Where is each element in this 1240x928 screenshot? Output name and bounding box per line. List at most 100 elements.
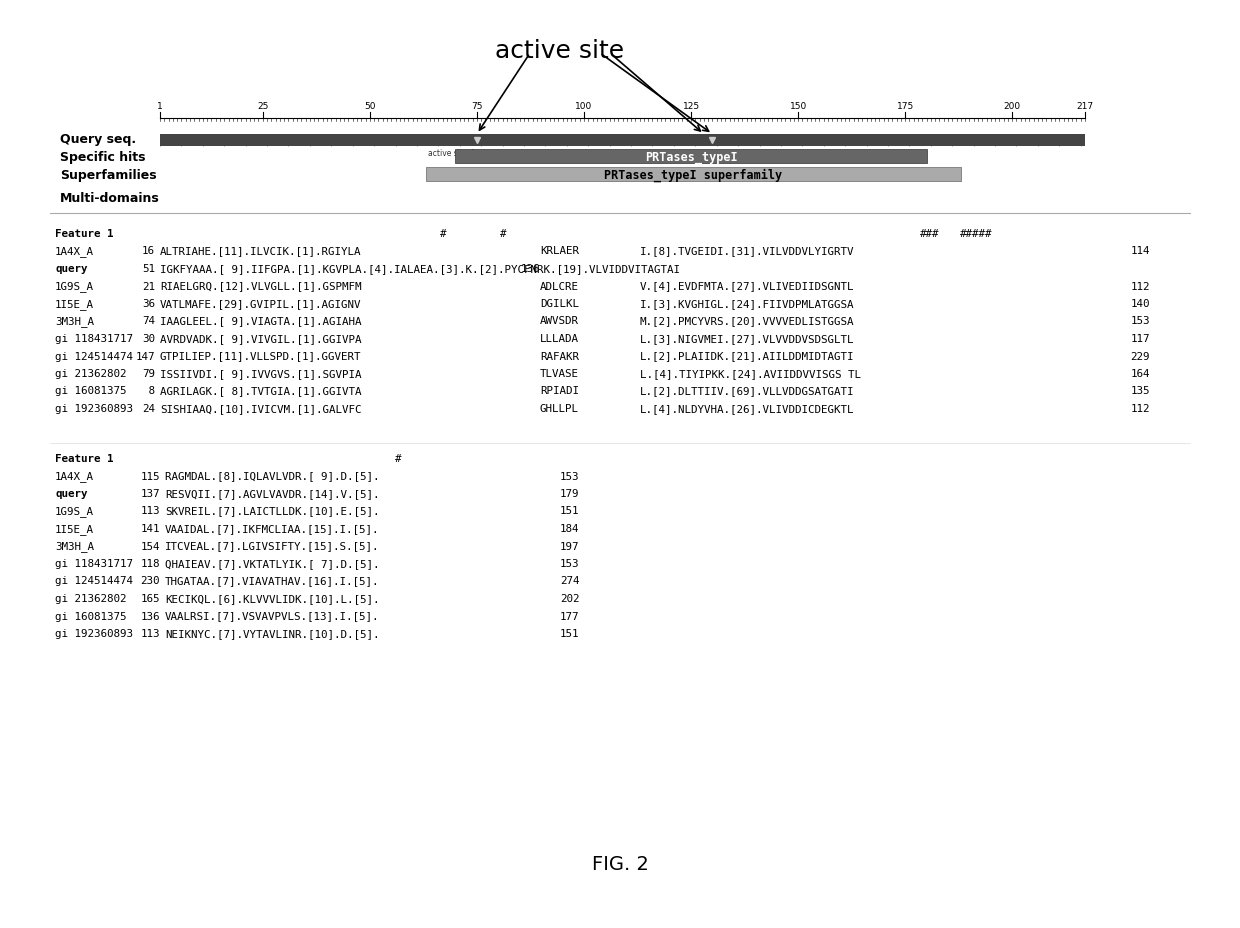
Text: I.[8].TVGEIDI.[31].VILVDDVLYIGRTV: I.[8].TVGEIDI.[31].VILVDDVLYIGRTV (640, 246, 854, 256)
Text: 1A4X_A: 1A4X_A (55, 246, 94, 257)
Text: #: # (440, 229, 446, 238)
Text: 1A4X_A: 1A4X_A (55, 471, 94, 482)
Text: gi 124514474: gi 124514474 (55, 351, 133, 361)
Text: #: # (396, 454, 402, 463)
Text: #: # (500, 229, 506, 238)
Text: VAAIDAL.[7].IKFMCLIAA.[15].I.[5].: VAAIDAL.[7].IKFMCLIAA.[15].I.[5]. (165, 523, 379, 534)
Text: 25: 25 (257, 102, 269, 110)
Text: 177: 177 (560, 611, 579, 621)
Text: gi 192360893: gi 192360893 (55, 404, 133, 414)
Text: 51: 51 (143, 264, 155, 274)
Text: I.[3].KVGHIGL.[24].FIIVDPMLATGGSA: I.[3].KVGHIGL.[24].FIIVDPMLATGGSA (640, 299, 854, 309)
Text: 79: 79 (143, 368, 155, 379)
Text: query: query (55, 488, 88, 498)
Text: 179: 179 (560, 488, 579, 498)
Text: 140: 140 (1131, 299, 1149, 309)
Text: 30: 30 (143, 334, 155, 343)
Text: THGATAA.[7].VIAVATHAV.[16].I.[5].: THGATAA.[7].VIAVATHAV.[16].I.[5]. (165, 576, 379, 586)
Text: 100: 100 (575, 102, 593, 110)
Text: gi 192360893: gi 192360893 (55, 628, 133, 638)
Text: gi 118431717: gi 118431717 (55, 559, 133, 568)
Text: Multi-domains: Multi-domains (60, 192, 160, 205)
Text: 229: 229 (1131, 351, 1149, 361)
Text: 113: 113 (140, 628, 160, 638)
Text: VAALRSI.[7].VSVAVPVLS.[13].I.[5].: VAALRSI.[7].VSVAVPVLS.[13].I.[5]. (165, 611, 379, 621)
Text: ###: ### (920, 229, 940, 238)
Text: gi 21362802: gi 21362802 (55, 368, 126, 379)
Text: 151: 151 (560, 506, 579, 516)
FancyBboxPatch shape (425, 168, 961, 182)
Text: AGRILAGK.[ 8].TVTGIA.[1].GGIVTA: AGRILAGK.[ 8].TVTGIA.[1].GGIVTA (160, 386, 362, 396)
Text: NEIKNYC.[7].VYTAVLINR.[10].D.[5].: NEIKNYC.[7].VYTAVLINR.[10].D.[5]. (165, 628, 379, 638)
Text: ALTRIAHE.[11].ILVCIK.[1].RGIYLA: ALTRIAHE.[11].ILVCIK.[1].RGIYLA (160, 246, 362, 256)
Text: Superfamilies: Superfamilies (60, 168, 156, 181)
Text: active site: active site (496, 39, 625, 63)
Text: 112: 112 (1131, 404, 1149, 414)
Text: ADLCRE: ADLCRE (539, 281, 579, 291)
Text: 153: 153 (560, 471, 579, 481)
Text: 115: 115 (140, 471, 160, 481)
Text: ISSIIVDI.[ 9].IVVGVS.[1].SGVPIA: ISSIIVDI.[ 9].IVVGVS.[1].SGVPIA (160, 368, 362, 379)
Text: Specific hits: Specific hits (60, 150, 145, 163)
Text: gi 16081375: gi 16081375 (55, 611, 126, 621)
Text: 1I5E_A: 1I5E_A (55, 299, 94, 310)
Text: DGILKL: DGILKL (539, 299, 579, 309)
Text: RPIADI: RPIADI (539, 386, 579, 396)
Text: FIG. 2: FIG. 2 (591, 854, 649, 873)
Text: 151: 151 (560, 628, 579, 638)
Text: 118: 118 (140, 559, 160, 568)
Text: 202: 202 (560, 593, 579, 603)
Text: LLLADA: LLLADA (539, 334, 579, 343)
Text: V.[4].EVDFMTA.[27].VLIVEDIIDSGNTL: V.[4].EVDFMTA.[27].VLIVEDIIDSGNTL (640, 281, 854, 291)
Text: 1G9S_A: 1G9S_A (55, 506, 94, 517)
Text: gi 118431717: gi 118431717 (55, 334, 133, 343)
Text: L.[4].NLDYVHA.[26].VLIVDDICDEGKTL: L.[4].NLDYVHA.[26].VLIVDDICDEGKTL (640, 404, 854, 414)
Text: PRTases_typeI superfamily: PRTases_typeI superfamily (604, 168, 782, 182)
Text: RAGMDAL.[8].IQLAVLVDR.[ 9].D.[5].: RAGMDAL.[8].IQLAVLVDR.[ 9].D.[5]. (165, 471, 379, 481)
Text: IAAGLEEL.[ 9].VIAGTA.[1].AGIAHA: IAAGLEEL.[ 9].VIAGTA.[1].AGIAHA (160, 316, 362, 326)
Text: 153: 153 (1131, 316, 1149, 326)
FancyBboxPatch shape (160, 135, 1085, 147)
Text: 1I5E_A: 1I5E_A (55, 523, 94, 535)
Text: query: query (55, 264, 88, 274)
Text: 274: 274 (560, 576, 579, 586)
Text: 3M3H_A: 3M3H_A (55, 541, 94, 552)
Text: GHLLPL: GHLLPL (539, 404, 579, 414)
Text: Feature 1: Feature 1 (55, 454, 114, 463)
Text: gi 16081375: gi 16081375 (55, 386, 126, 396)
Text: 136: 136 (521, 264, 539, 274)
Text: 175: 175 (897, 102, 914, 110)
Text: 8: 8 (143, 386, 155, 396)
Text: L.[2].DLTTIIV.[69].VLLVDDGSATGATI: L.[2].DLTTIIV.[69].VLLVDDGSATGATI (640, 386, 854, 396)
Text: QHAIEAV.[7].VKTATLYIK.[ 7].D.[5].: QHAIEAV.[7].VKTATLYIK.[ 7].D.[5]. (165, 559, 379, 568)
Text: Feature 1: Feature 1 (55, 229, 114, 238)
Text: SKVREIL.[7].LAICTLLDK.[10].E.[5].: SKVREIL.[7].LAICTLLDK.[10].E.[5]. (165, 506, 379, 516)
Text: IGKFYAAA.[ 9].IIFGPA.[1].KGVPLA.[4].IALAEA.[3].K.[2].PYCFNRK.[19].VLVIDDVITAGTAI: IGKFYAAA.[ 9].IIFGPA.[1].KGVPLA.[4].IALA… (160, 264, 680, 274)
Text: 74: 74 (143, 316, 155, 326)
Text: 147: 147 (135, 351, 155, 361)
Text: AWVSDR: AWVSDR (539, 316, 579, 326)
Text: 135: 135 (1131, 386, 1149, 396)
Text: 21: 21 (143, 281, 155, 291)
Text: KRLAER: KRLAER (539, 246, 579, 256)
Text: active site A: active site A (428, 148, 475, 158)
Text: KECIKQL.[6].KLVVVLIDK.[10].L.[5].: KECIKQL.[6].KLVVVLIDK.[10].L.[5]. (165, 593, 379, 603)
Text: M.[2].PMCYVRS.[20].VVVVEDLISTGGSA: M.[2].PMCYVRS.[20].VVVVEDLISTGGSA (640, 316, 854, 326)
Text: VATLMAFE.[29].GVIPIL.[1].AGIGNV: VATLMAFE.[29].GVIPIL.[1].AGIGNV (160, 299, 362, 309)
Text: 154: 154 (140, 541, 160, 551)
Text: RIAELGRQ.[12].VLVGLL.[1].GSPMFM: RIAELGRQ.[12].VLVGLL.[1].GSPMFM (160, 281, 362, 291)
Text: L.[2].PLAIIDK.[21].AIILDDMIDTAGTI: L.[2].PLAIIDK.[21].AIILDDMIDTAGTI (640, 351, 854, 361)
Text: ITCVEAL.[7].LGIVSIFTY.[15].S.[5].: ITCVEAL.[7].LGIVSIFTY.[15].S.[5]. (165, 541, 379, 551)
Text: 1G9S_A: 1G9S_A (55, 281, 94, 292)
Text: 125: 125 (682, 102, 699, 110)
Text: 117: 117 (1131, 334, 1149, 343)
Text: 36: 36 (143, 299, 155, 309)
Text: 164: 164 (1131, 368, 1149, 379)
Text: 197: 197 (560, 541, 579, 551)
Text: 184: 184 (560, 523, 579, 534)
Text: L.[4].TIYIPKK.[24].AVIIDDVVISGS TL: L.[4].TIYIPKK.[24].AVIIDDVVISGS TL (640, 368, 861, 379)
Text: 150: 150 (790, 102, 807, 110)
Text: Query seq.: Query seq. (60, 133, 136, 146)
Text: 112: 112 (1131, 281, 1149, 291)
Text: 137: 137 (140, 488, 160, 498)
